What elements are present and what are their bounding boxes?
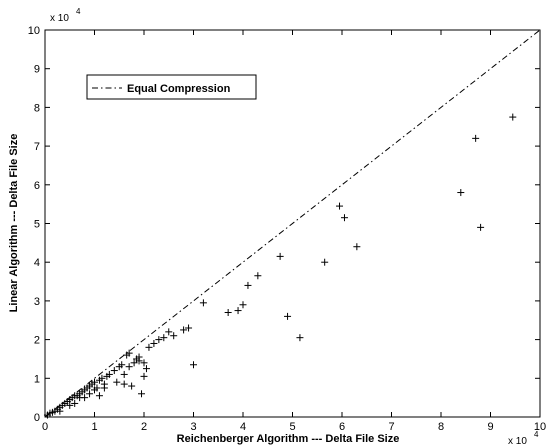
legend-label: Equal Compression [127,83,231,95]
x-tick-label: 4 [240,421,246,433]
y-tick-label: 9 [34,64,40,76]
y-tick-label: 5 [34,219,40,231]
data-point [128,382,136,390]
data-point [120,380,128,388]
data-point [81,394,89,402]
x-tick-label: 10 [534,421,546,433]
data-point [185,324,193,332]
data-point [244,281,252,289]
x-tick-label: 2 [141,421,147,433]
data-point [91,378,98,386]
data-point [340,214,348,222]
data-point [86,390,94,398]
y-multiplier-base: x 10 [50,13,69,24]
data-point [135,357,143,365]
data-point [509,113,517,121]
y-tick-label: 10 [28,25,40,37]
data-point [130,359,138,367]
data-point [239,301,247,309]
x-multiplier-base: x 10 [508,436,527,447]
data-point [224,309,232,317]
data-point [180,326,188,334]
y-tick-label: 4 [34,257,40,269]
data-point [145,343,153,351]
data-point [160,334,168,342]
data-point [56,407,64,415]
data-point [91,386,98,394]
x-tick-label: 3 [190,421,196,433]
x-multiplier-exponent: 4 [534,430,539,439]
y-tick-label: 3 [34,296,40,308]
data-point [142,365,150,373]
x-tick-label: 5 [289,421,295,433]
data-point [276,252,284,260]
legend-box [86,74,257,100]
data-point [254,272,262,280]
data-point [113,378,121,386]
y-multiplier-exponent: 4 [76,7,81,16]
data-point [150,339,158,347]
data-point [118,361,126,369]
y-tick-label: 7 [34,141,40,153]
y-axis-label: Linear Algorithm --- Delta File Size [8,134,20,313]
x-axis-label: Reichenberger Algorithm --- Delta File S… [177,433,400,445]
data-point [125,363,133,371]
data-point [155,336,163,344]
data-point [98,374,106,382]
x-tick-label: 6 [339,421,345,433]
y-multiplier: x 10 4 [50,7,81,24]
legend: Equal Compression [86,74,257,100]
data-point [165,328,173,336]
data-point [190,361,197,369]
data-point [105,370,113,378]
data-point [296,334,304,342]
data-point [110,367,118,375]
data-point [71,399,79,407]
data-point [321,258,329,266]
y-tick-label: 6 [34,180,40,192]
x-tick-label: 1 [91,421,97,433]
data-point [66,401,74,409]
x-tick-label: 8 [438,421,444,433]
data-point [353,243,361,251]
x-tick-label: 9 [487,421,493,433]
x-tick-label: 7 [388,421,394,433]
x-multiplier: x 10 4 [508,430,539,447]
axis-ticks: 0 1 2 3 4 5 6 7 8 9 10 0 1 2 3 4 5 6 7 8 9 10 [28,25,546,433]
equal-compression-line [44,29,541,418]
data-point [125,349,133,357]
data-point [457,189,465,197]
data-point [336,202,344,210]
data-points [43,113,517,419]
data-point [199,299,207,307]
data-point [140,359,148,367]
data-point [472,134,480,142]
y-tick-label: 1 [34,373,40,385]
data-point [140,372,148,380]
y-tick-label: 8 [34,102,40,114]
x-tick-label: 0 [42,421,48,433]
y-tick-label: 2 [34,335,40,347]
data-point [477,223,485,231]
data-point [120,370,128,378]
data-point [234,307,242,315]
data-point [100,384,108,392]
data-point [170,332,178,340]
equal-compression-line-group [44,29,541,418]
y-tick-label: 0 [34,412,40,424]
data-point [138,390,146,398]
data-point [284,312,292,320]
data-point [95,392,103,400]
